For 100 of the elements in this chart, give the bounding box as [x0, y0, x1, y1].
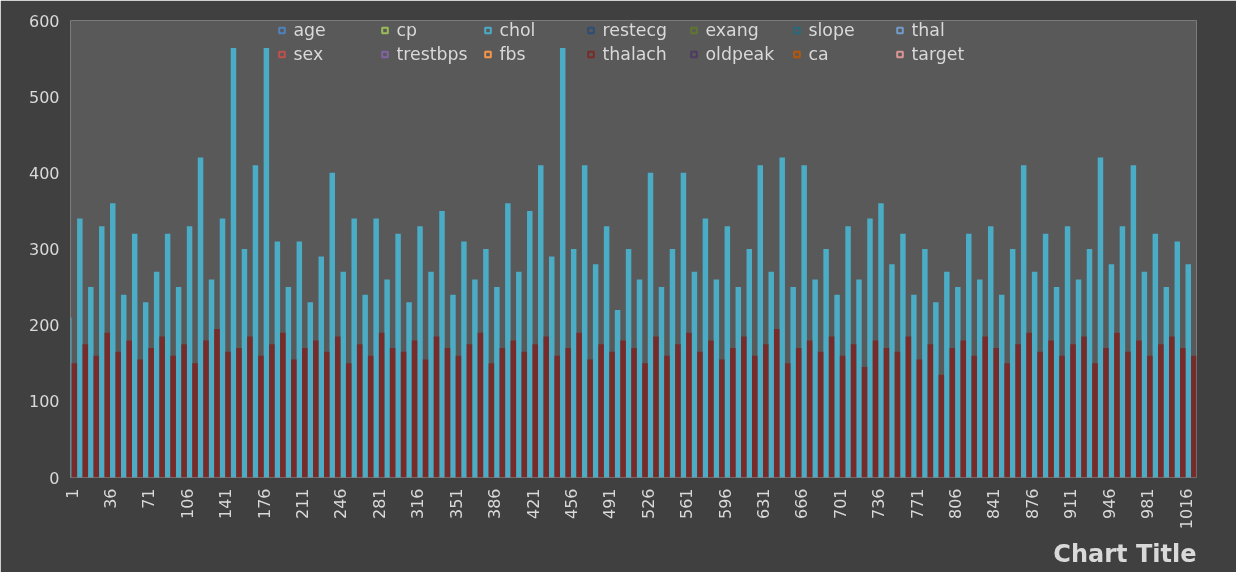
bar [1004, 363, 1010, 478]
bar [444, 348, 451, 478]
bar [691, 271, 698, 478]
bar [324, 351, 330, 478]
bar [203, 340, 209, 478]
bar [1130, 165, 1137, 478]
x-tick-label: 736 [869, 488, 889, 520]
bar [472, 279, 478, 478]
bar [867, 218, 873, 478]
bar [164, 233, 171, 478]
bar [356, 344, 363, 478]
bar [883, 348, 890, 478]
bar [949, 348, 956, 478]
bar [559, 47, 566, 478]
bar [181, 344, 187, 478]
bar [1053, 287, 1060, 478]
legend-label: chol [499, 20, 537, 40]
bar [488, 363, 495, 478]
bar [812, 279, 818, 478]
x-tick-label: 176 [254, 488, 274, 520]
bar [1020, 165, 1027, 478]
bar [104, 332, 111, 478]
y-tick-label: 500 [28, 87, 60, 107]
bar [340, 271, 346, 478]
bar [669, 249, 676, 478]
y-tick-label: 300 [28, 240, 60, 259]
bar [938, 374, 945, 478]
text: Chart Title [1053, 539, 1197, 568]
bar [99, 226, 105, 478]
x-tick-label: 911 [1061, 488, 1081, 520]
legend-label: fbs [499, 44, 527, 64]
bar [620, 340, 626, 478]
bar [631, 348, 637, 478]
bar [993, 348, 999, 478]
bar [197, 157, 204, 478]
bar [1026, 332, 1032, 478]
bar [329, 172, 335, 478]
bar [1037, 351, 1043, 478]
legend-label: target [911, 44, 966, 64]
x-tick-label: 701 [830, 488, 850, 520]
bar [258, 355, 264, 478]
bar [1059, 355, 1065, 478]
bar [543, 336, 549, 478]
x-tick-label: 281 [369, 488, 389, 520]
bar [658, 287, 665, 478]
bar [894, 351, 901, 478]
bar [982, 336, 988, 478]
bar [653, 336, 659, 478]
bar [362, 294, 368, 478]
x-tick-label: 806 [946, 488, 966, 520]
bar [905, 336, 912, 478]
bar [225, 351, 231, 478]
bar [153, 271, 160, 478]
bar [966, 233, 972, 478]
bar [230, 47, 237, 478]
x-tick-label: 421 [523, 488, 543, 520]
bar [538, 165, 544, 478]
bar [510, 340, 517, 478]
bar [713, 279, 720, 478]
bar [1070, 344, 1076, 478]
bar [1125, 351, 1131, 478]
bar [1042, 233, 1049, 478]
x-tick-label: 456 [561, 488, 581, 520]
y-tick-label: 200 [28, 316, 60, 336]
bar [549, 256, 555, 478]
legend-label: trestbps [396, 44, 469, 64]
bar [170, 355, 176, 478]
bar [214, 328, 220, 478]
bar [296, 241, 303, 478]
bar [1081, 336, 1087, 478]
bar [823, 249, 829, 478]
bar [175, 287, 182, 478]
x-tick-label: 526 [638, 488, 658, 520]
bar [1048, 340, 1054, 478]
bar [933, 302, 939, 478]
bar [1152, 233, 1159, 478]
bar [411, 340, 418, 478]
legend-label: cp [396, 20, 419, 40]
x-tick-label: 351 [446, 488, 466, 520]
bar [702, 218, 709, 478]
bar [1169, 336, 1175, 478]
bar [219, 218, 226, 478]
bar [987, 226, 994, 478]
y-tick-label: 100 [28, 392, 60, 412]
bar [115, 351, 121, 478]
bar [395, 233, 401, 478]
bar [642, 363, 648, 478]
bar [741, 336, 747, 478]
bar [784, 363, 791, 478]
bar [345, 363, 352, 478]
x-tick-label: 771 [907, 488, 927, 520]
bar [516, 271, 522, 478]
bar [955, 287, 961, 478]
x-tick-label: 841 [984, 488, 1004, 520]
bar [828, 336, 835, 478]
bar [137, 359, 143, 478]
bar [977, 279, 983, 478]
bar [790, 287, 796, 478]
bar [752, 355, 758, 478]
bar [768, 271, 774, 478]
